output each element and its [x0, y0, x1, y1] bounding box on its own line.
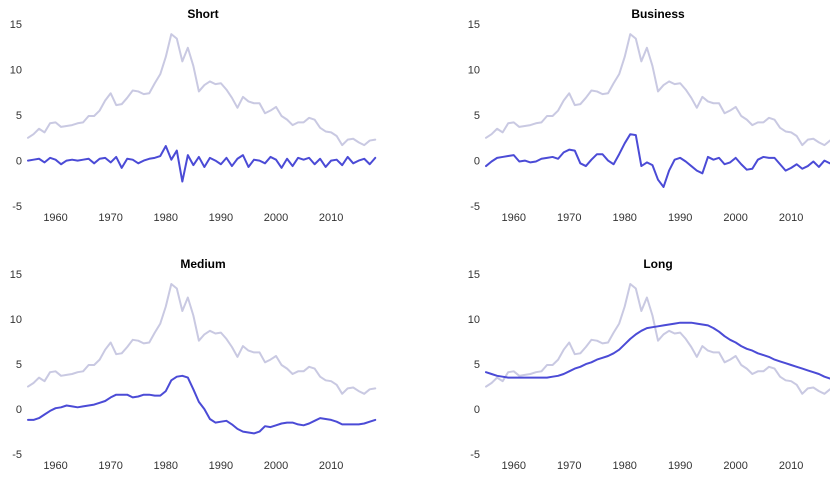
y-tick-label: -5: [12, 201, 22, 213]
x-tick-label: 2000: [264, 212, 288, 224]
series-line: [485, 133, 830, 188]
y-tick-label: 0: [16, 155, 22, 167]
y-tick-label: 10: [10, 314, 22, 326]
y-tick-label: 15: [468, 19, 480, 31]
x-tick-label: 1990: [209, 460, 233, 472]
y-tick-label: 0: [16, 404, 22, 416]
x-tick-label: 2010: [319, 212, 343, 224]
x-tick-label: 2010: [779, 212, 803, 224]
y-tick-label: 10: [10, 64, 22, 76]
x-tick-label: 1980: [154, 212, 178, 224]
series-line: [27, 374, 377, 435]
x-tick-label: 2000: [723, 212, 747, 224]
x-tick-label: 1960: [501, 212, 525, 224]
series-line: [485, 33, 830, 147]
series-line: [485, 283, 830, 395]
y-tick-label: 15: [10, 19, 22, 31]
y-tick-label: 5: [474, 110, 480, 122]
series-line: [27, 283, 377, 395]
y-tick-label: 5: [16, 110, 22, 122]
x-tick-label: 1960: [501, 460, 525, 472]
y-tick-label: 5: [16, 359, 22, 371]
x-tick-label: 2000: [264, 460, 288, 472]
series-line: [485, 321, 830, 380]
x-tick-label: 2000: [723, 460, 747, 472]
chart-title: Long: [643, 257, 672, 271]
y-tick-label: 15: [468, 269, 480, 281]
y-tick-label: 5: [474, 359, 480, 371]
y-tick-label: -5: [12, 449, 22, 461]
x-tick-label: 1960: [43, 212, 67, 224]
x-tick-label: 1970: [557, 460, 581, 472]
x-tick-label: 1970: [557, 212, 581, 224]
x-tick-label: 1990: [668, 460, 692, 472]
chart-title: Medium: [180, 257, 225, 271]
chart-title: Business: [631, 7, 685, 21]
x-tick-label: 1990: [209, 212, 233, 224]
y-tick-label: 15: [10, 269, 22, 281]
y-tick-label: 0: [474, 404, 480, 416]
y-tick-label: 10: [468, 64, 480, 76]
x-tick-label: 1980: [154, 460, 178, 472]
x-tick-label: 1980: [612, 212, 636, 224]
series-line: [27, 33, 377, 147]
y-tick-label: -5: [470, 201, 480, 213]
chart-title: Short: [187, 7, 218, 21]
x-tick-label: 1970: [98, 460, 122, 472]
x-tick-label: 2010: [319, 460, 343, 472]
y-tick-label: 10: [468, 314, 480, 326]
x-tick-label: 1980: [612, 460, 636, 472]
x-tick-label: 1990: [668, 212, 692, 224]
x-tick-label: 1960: [43, 460, 67, 472]
series-line: [27, 145, 377, 183]
y-tick-label: -5: [470, 449, 480, 461]
x-tick-label: 2010: [779, 460, 803, 472]
y-tick-label: 0: [474, 155, 480, 167]
x-tick-label: 1970: [98, 212, 122, 224]
